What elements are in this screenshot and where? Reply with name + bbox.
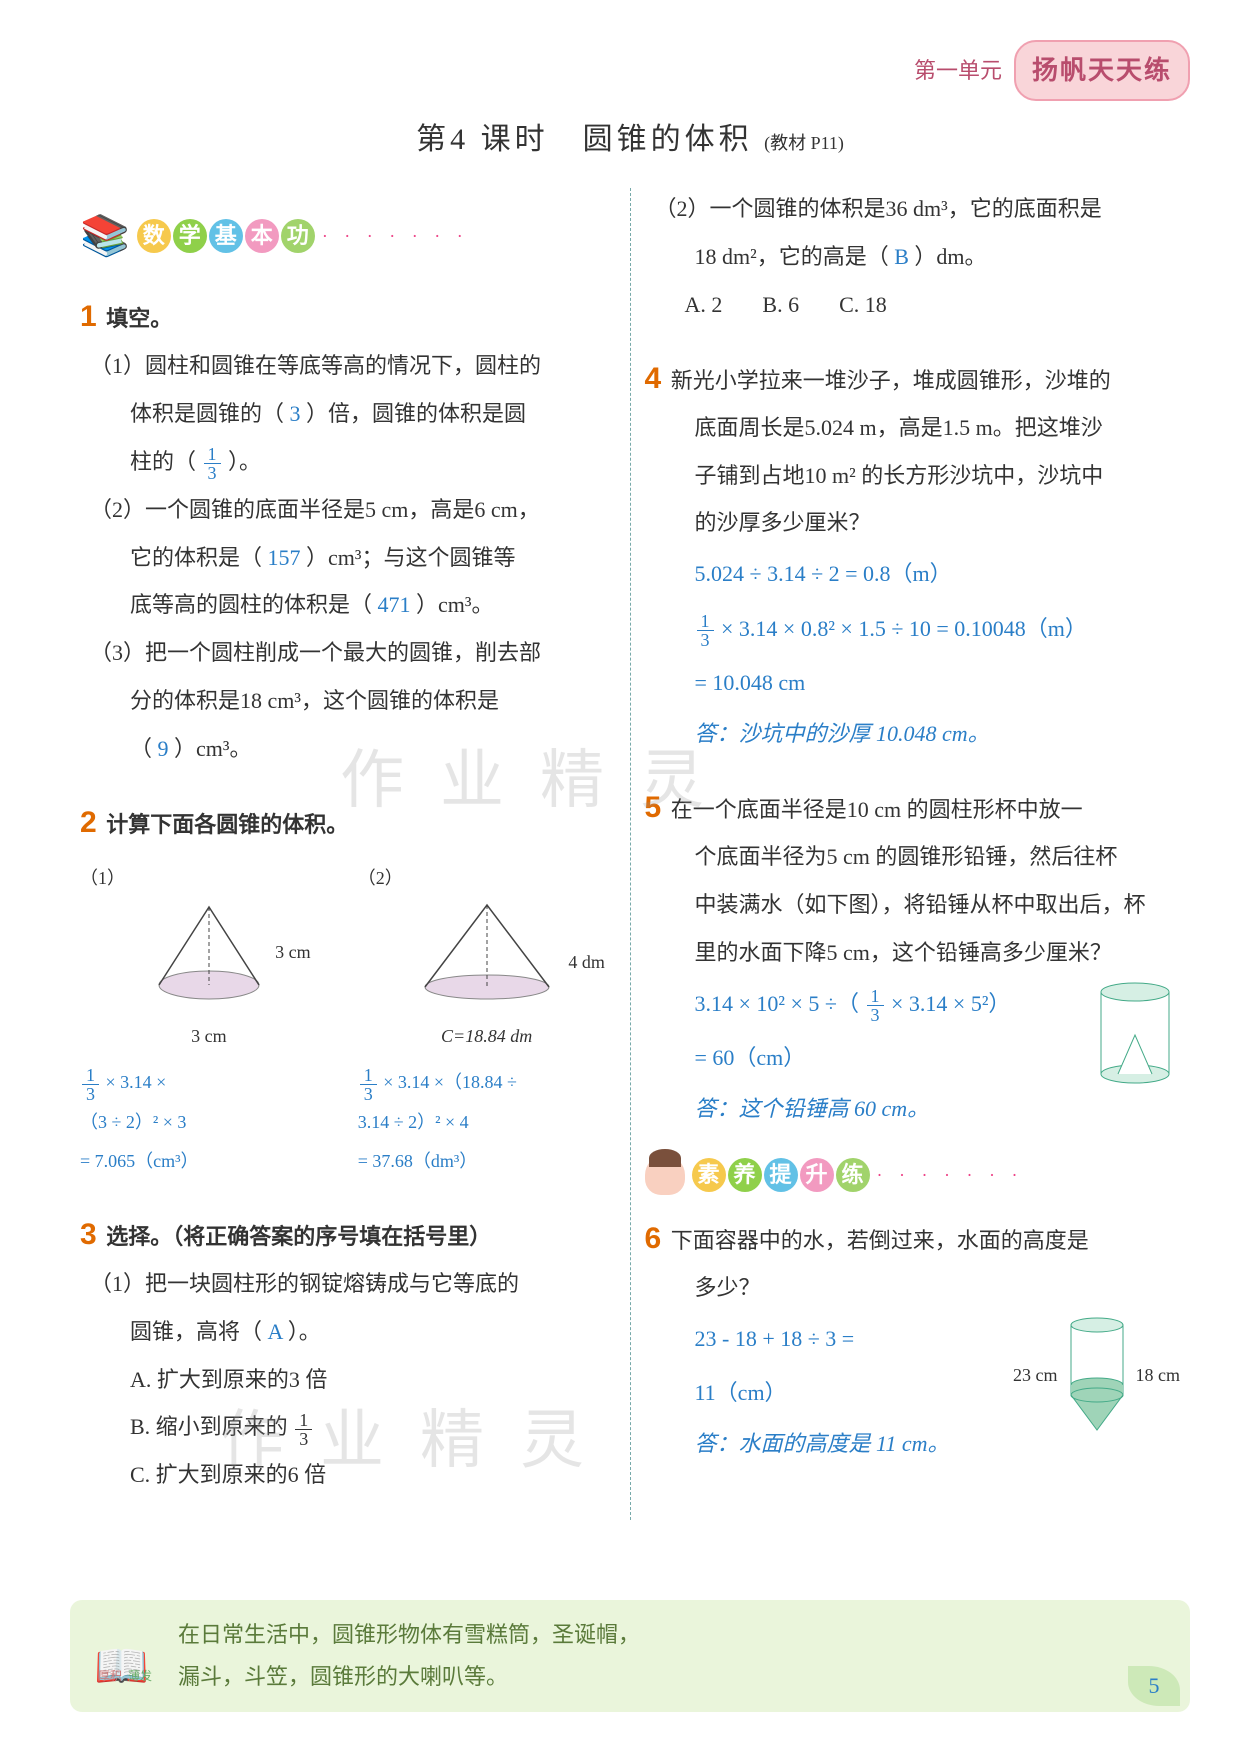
question-6: 6 下面容器中的水，若倒过来，水面的高度是 多少？ 23 cm 18 cm 23… [645,1210,1181,1465]
question-3: 3 选择。（将正确答案的序号填在括号里） （1）把一块圆柱形的钢锭熔铸成与它等底… [80,1206,616,1496]
lesson-title-main: 第4 课时 圆锥的体积 [416,123,753,156]
section-char: 养 [728,1158,762,1192]
q4-number: 4 [645,362,662,395]
q4-line2: 底面周长是5.024 m，高是1.5 m。把这堆沙 [645,407,1181,449]
section-char: 本 [245,219,279,253]
lesson-title-sub: (教材 P11) [764,133,844,153]
q6-line1: 下面容器中的水，若倒过来，水面的高度是 [671,1228,1089,1253]
q4-work3: = 10.048 cm [645,659,1181,707]
dots-deco: · · · · · · · [322,219,469,253]
q5-line2: 个底面半径为5 cm 的圆锥形铅锤，然后往杯 [645,836,1181,878]
q1-1-ans2: 13 [204,445,221,482]
q2-work-2: 13 × 3.14 ×（18.84 ÷ 3.14 ÷ 2）² × 4 = 37.… [358,1063,616,1182]
q1-3-line2: 分的体积是18 cm³，这个圆锥的体积是 [80,680,616,722]
q3-1-line1: （1）把一块圆柱形的钢锭熔铸成与它等底的 [80,1263,616,1305]
q3-2-ans: B [894,244,909,269]
q4-line4: 的沙厚多少厘米？ [645,502,1181,544]
q1-3-line3: （ 9 ）cm³。 [80,728,616,770]
section-advanced-head: 素养提升练 · · · · · · · [645,1154,1181,1196]
q1-1-line1: （1）圆柱和圆锥在等底等高的情况下，圆柱的 [80,345,616,387]
section-char: 练 [836,1158,870,1192]
question-3-part2: （2）一个圆锥的体积是36 dm³，它的底面积是 18 dm²，它的高是（ B … [645,188,1181,325]
q3-number: 3 [80,1218,97,1251]
section-char: 数 [137,219,171,253]
open-book-icon: 厚积 薄发 [94,1631,158,1681]
question-1: 1 填空。 （1）圆柱和圆锥在等底等高的情况下，圆柱的 体积是圆锥的（ 3 ）倍… [80,288,616,769]
q5-answer: 答：这个铅锤高 60 cm。 [645,1088,1181,1130]
section-basics-head: 📚 数学基本功 · · · · · · · [80,198,616,274]
q6-number: 6 [645,1222,662,1255]
q5-line3: 中装满水（如下图），将铅锤从杯中取出后，杯 [645,884,1181,926]
q6-diagram: 23 cm 18 cm [1013,1315,1180,1435]
q4-work1: 5.024 ÷ 3.14 ÷ 2 = 0.8（m） [645,550,1181,598]
q3-1-optA: A. 扩大到原来的3 倍 [80,1359,616,1401]
q4-answer: 答：沙坑中的沙厚 10.048 cm。 [645,713,1181,755]
q3-2-optA: A. 2 [685,284,723,326]
q3-2-line2: 18 dm²，它的高是（ B ）dm。 [645,236,1181,278]
section-char: 升 [800,1158,834,1192]
cylinder-cone-icon [1090,980,1180,1090]
q4-work2: 13 × 3.14 × 0.8² × 1.5 ÷ 10 = 0.10048（m） [645,605,1181,653]
q4-line1: 新光小学拉来一堆沙子，堆成圆锥形，沙堆的 [671,368,1111,393]
q1-2-line2: 它的体积是（ 157 ）cm³；与这个圆锥等 [80,537,616,579]
q3-2-line1: （2）一个圆锥的体积是36 dm³，它的底面积是 [645,188,1181,230]
question-5: 5 在一个底面半径是10 cm 的圆柱形杯中放一 个底面半径为5 cm 的圆锥形… [645,779,1181,1130]
section-char: 素 [692,1158,726,1192]
section-char: 提 [764,1158,798,1192]
section-char: 学 [173,219,207,253]
q1-2-ans1: 157 [268,545,301,570]
footer-tip: 厚积 薄发 在日常生活中，圆锥形物体有雪糕筒，圣诞帽， 漏斗，斗笠，圆锥形的大喇… [70,1600,1190,1712]
q2-diagram-1: （1） 3 cm 3 cm [80,861,338,1054]
page-header: 第一单元 扬帆天天练 [70,40,1190,101]
girl-icon [645,1155,685,1195]
q1-1-line3: 柱的（ 13 ）。 [80,441,616,483]
q2-title: 计算下面各圆锥的体积。 [106,812,348,837]
q3-2-options: A. 2 B. 6 C. 18 [645,284,1181,326]
books-icon: 📚 [80,198,130,274]
q5-line1: 在一个底面半径是10 cm 的圆柱形杯中放一 [671,797,1083,822]
q3-1-ans: A [268,1319,283,1344]
q1-2-ans2: 471 [378,592,411,617]
q5-number: 5 [645,791,662,824]
q2-number: 2 [80,806,97,839]
q1-2-line1: （2）一个圆锥的底面半径是5 cm，高是6 cm， [80,489,616,531]
section-char: 基 [209,219,243,253]
q3-1-line2: 圆锥，高将（ A ）。 [80,1311,616,1353]
column-divider [630,188,631,1520]
footer-line1: 在日常生活中，圆锥形物体有雪糕筒，圣诞帽， [178,1614,640,1656]
q5-line4: 里的水面下降5 cm，这个铅锤高多少厘米？ [645,932,1181,974]
q3-2-optB: B. 6 [762,284,799,326]
q3-1-optB: B. 缩小到原来的 13 [80,1406,616,1448]
question-2: 2 计算下面各圆锥的体积。 （1） 3 cm 3 cm （2） [80,794,616,1182]
lesson-title: 第4 课时 圆锥的体积 (教材 P11) [70,111,1190,168]
question-4: 4 新光小学拉来一堆沙子，堆成圆锥形，沙堆的 底面周长是5.024 m，高是1.… [645,350,1181,755]
unit-label: 第一单元 [914,50,1002,92]
section-char: 功 [281,219,315,253]
series-badge: 扬帆天天练 [1014,40,1190,101]
q1-title: 填空。 [106,306,172,331]
q1-1-ans1: 3 [290,401,301,426]
right-column: （2）一个圆锥的体积是36 dm³，它的底面积是 18 dm²，它的高是（ B … [635,188,1191,1520]
q4-line3: 子铺到占地10 m² 的长方形沙坑中，沙坑中 [645,455,1181,497]
q6-line2: 多少？ [645,1267,1181,1309]
left-column: 📚 数学基本功 · · · · · · · 1 填空。 （1）圆柱和圆锥在等底等… [70,188,626,1520]
footer-line2: 漏斗，斗笠，圆锥形的大喇叭等。 [178,1656,640,1698]
q2-work-1: 13 × 3.14 × （3 ÷ 2）² × 3 = 7.065（cm³） [80,1063,338,1182]
q3-1-optC: C. 扩大到原来的6 倍 [80,1454,616,1496]
q1-number: 1 [80,300,97,333]
q1-2-line3: 底等高的圆柱的体积是（ 471 ）cm³。 [80,584,616,626]
q3-2-optC: C. 18 [839,284,887,326]
q3-title: 选择。（将正确答案的序号填在括号里） [106,1224,491,1249]
q1-1-line2: 体积是圆锥的（ 3 ）倍，圆锥的体积是圆 [80,393,616,435]
q1-3-line1: （3）把一个圆柱削成一个最大的圆锥，削去部 [80,632,616,674]
dots-deco: · · · · · · · [877,1158,1024,1192]
vessel-icon [1062,1315,1132,1435]
q1-3-ans: 9 [158,736,169,761]
